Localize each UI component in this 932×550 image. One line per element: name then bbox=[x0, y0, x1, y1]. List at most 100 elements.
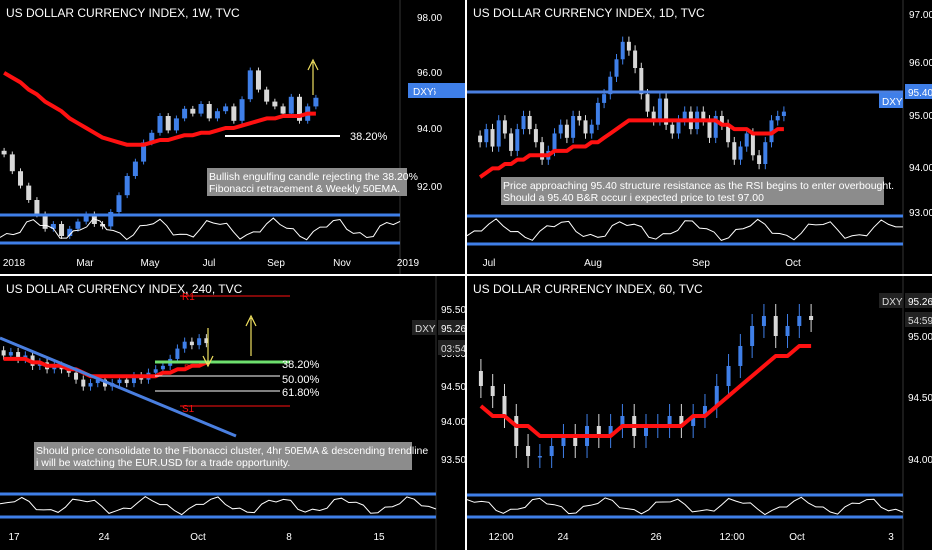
candle bbox=[738, 146, 743, 160]
candle bbox=[620, 41, 625, 60]
chart-title: US DOLLAR CURRENCY INDEX, 1D, TVC bbox=[473, 6, 705, 20]
x-tick-label: Aug bbox=[584, 258, 602, 269]
annotation-note-bg bbox=[34, 442, 412, 470]
candle bbox=[719, 116, 724, 125]
annotation-note: Price approaching 95.40 structure resist… bbox=[503, 180, 894, 192]
candle bbox=[34, 200, 40, 215]
candle bbox=[280, 106, 286, 114]
candle bbox=[608, 76, 613, 95]
level-label: P bbox=[184, 363, 190, 373]
candle bbox=[679, 416, 684, 426]
annotation-note: Fibonacci retracement & Weekly 50EMA. bbox=[209, 183, 400, 195]
candle bbox=[526, 446, 531, 456]
candle bbox=[1, 150, 7, 155]
candle bbox=[608, 426, 613, 436]
candle bbox=[664, 98, 669, 125]
y-tick-label: 94.50 bbox=[908, 393, 932, 404]
ema-50-line bbox=[479, 344, 812, 438]
weekly-chart-panel[interactable]: 98.0096.0094.0092.0095.26DXY38.20%Bullis… bbox=[0, 0, 465, 274]
candle bbox=[633, 50, 638, 68]
candle bbox=[484, 129, 489, 143]
candle bbox=[231, 106, 237, 121]
rsi-line bbox=[0, 495, 437, 516]
candle bbox=[1, 350, 6, 356]
candle bbox=[296, 96, 302, 121]
candle bbox=[204, 338, 209, 344]
candle bbox=[645, 94, 650, 112]
x-tick-label: Oct bbox=[190, 532, 206, 543]
candle bbox=[173, 118, 179, 131]
x-tick-label: 24 bbox=[98, 532, 110, 543]
candle bbox=[691, 416, 696, 426]
level-label: S1 bbox=[182, 404, 195, 415]
x-tick-label: Sep bbox=[267, 258, 285, 269]
candle bbox=[247, 70, 253, 100]
candle bbox=[478, 371, 483, 386]
candle bbox=[239, 99, 245, 121]
chart-title: US DOLLAR CURRENCY INDEX, 240, TVC bbox=[6, 282, 243, 296]
candle bbox=[502, 120, 507, 134]
candle bbox=[198, 104, 204, 114]
daily-chart: 97.00 96.00 95.00 94.00 93.00 95.40 DXY Price a… bbox=[467, 0, 932, 274]
candle bbox=[83, 214, 89, 222]
x-tick-label: Jul bbox=[203, 258, 216, 269]
candle bbox=[206, 104, 212, 119]
x-tick-label: 24 bbox=[557, 532, 569, 543]
candle bbox=[763, 142, 768, 164]
candle bbox=[81, 379, 86, 387]
annotation-note: i will be watching the EUR.USD for a tra… bbox=[36, 457, 290, 469]
x-tick-label: Oct bbox=[785, 258, 801, 269]
candle bbox=[702, 406, 707, 416]
time-tag-bg bbox=[905, 312, 932, 327]
y-tick-label: 94.00 bbox=[908, 455, 932, 466]
symbol-tag-bg bbox=[879, 93, 903, 108]
candle bbox=[561, 436, 566, 446]
y-tick-label: 95.50 bbox=[441, 305, 465, 316]
candle bbox=[478, 135, 483, 143]
candle bbox=[726, 124, 731, 143]
candle bbox=[8, 352, 13, 356]
candle bbox=[190, 108, 196, 114]
level-label: R1 bbox=[182, 292, 195, 303]
rsi-line bbox=[467, 496, 904, 516]
candle bbox=[781, 111, 786, 116]
candle bbox=[602, 94, 607, 103]
ema-50-line bbox=[3, 356, 208, 379]
h4-chart-panel[interactable]: R1S1P38.20%50.00%61.80%95.5095.0094.5094… bbox=[0, 276, 465, 550]
candle bbox=[757, 155, 762, 164]
candle bbox=[50, 224, 56, 229]
h1-chart-panel[interactable]: 95.00 94.50 94.00 DXY 95.26 54:59 12:00 24 26 12:… bbox=[467, 276, 932, 550]
candle bbox=[583, 120, 588, 134]
x-tick-label: Nov bbox=[333, 258, 351, 269]
candle bbox=[514, 416, 519, 446]
x-tick-label: 15 bbox=[373, 532, 385, 543]
ema-50-line bbox=[3, 71, 316, 147]
candle bbox=[157, 116, 163, 133]
candle bbox=[223, 106, 229, 112]
candle bbox=[75, 221, 81, 229]
candle bbox=[124, 176, 130, 196]
candle bbox=[726, 366, 731, 386]
candle bbox=[707, 120, 712, 138]
candle bbox=[255, 70, 261, 90]
candle bbox=[9, 154, 15, 172]
candle bbox=[313, 97, 319, 107]
panel-divider-horizontal bbox=[0, 274, 932, 276]
price-tag: 95.26 bbox=[441, 324, 465, 335]
candle bbox=[549, 446, 554, 456]
x-tick-label: 26 bbox=[650, 532, 662, 543]
candle bbox=[42, 214, 48, 229]
descending-trendline bbox=[0, 336, 237, 438]
candle bbox=[88, 383, 93, 387]
candle bbox=[785, 326, 790, 336]
candle bbox=[552, 133, 557, 151]
candle bbox=[750, 133, 755, 156]
annotation-note: Should a 95.40 B&R occur i expected pric… bbox=[503, 192, 764, 204]
candle bbox=[490, 386, 495, 396]
price-tag-bg bbox=[905, 84, 932, 99]
daily-chart-panel[interactable]: 97.00 96.00 95.00 94.00 93.00 95.40 DXY Price a… bbox=[467, 0, 932, 274]
y-tick-label: 93.00 bbox=[909, 208, 932, 219]
candle bbox=[564, 124, 569, 138]
x-tick-label: 8 bbox=[286, 532, 292, 543]
candle bbox=[614, 59, 619, 77]
